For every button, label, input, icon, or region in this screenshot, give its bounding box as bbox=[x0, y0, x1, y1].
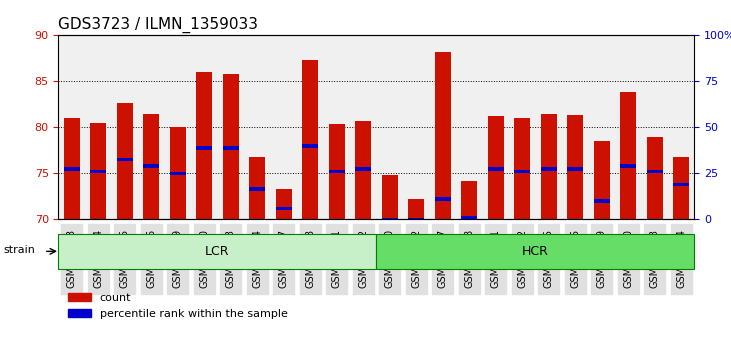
Bar bbox=[461, 216, 477, 219]
Bar bbox=[594, 141, 610, 219]
Bar bbox=[329, 170, 344, 173]
Bar bbox=[541, 114, 557, 219]
Bar bbox=[90, 170, 106, 173]
Text: LCR: LCR bbox=[205, 245, 230, 258]
Bar bbox=[594, 199, 610, 203]
Bar bbox=[408, 199, 424, 219]
Bar bbox=[117, 158, 132, 161]
Bar bbox=[567, 167, 583, 171]
FancyBboxPatch shape bbox=[376, 234, 694, 269]
Bar bbox=[143, 114, 159, 219]
Bar bbox=[382, 218, 398, 221]
Bar bbox=[514, 118, 530, 219]
Bar bbox=[223, 146, 238, 149]
Bar bbox=[90, 123, 106, 219]
Bar bbox=[541, 167, 557, 171]
Bar bbox=[170, 172, 186, 175]
Bar bbox=[64, 118, 80, 219]
Bar bbox=[620, 92, 636, 219]
Bar bbox=[673, 157, 689, 219]
Bar bbox=[223, 74, 238, 219]
Bar bbox=[117, 103, 132, 219]
Bar bbox=[435, 52, 450, 219]
Bar bbox=[276, 189, 292, 219]
Bar bbox=[170, 127, 186, 219]
Bar bbox=[620, 164, 636, 168]
Bar bbox=[514, 170, 530, 173]
Bar bbox=[302, 144, 318, 148]
Legend: count, percentile rank within the sample: count, percentile rank within the sample bbox=[64, 289, 292, 323]
Text: HCR: HCR bbox=[522, 245, 549, 258]
Bar bbox=[302, 60, 318, 219]
Bar bbox=[64, 167, 80, 171]
Text: strain: strain bbox=[4, 245, 36, 255]
Bar bbox=[143, 164, 159, 168]
Text: GDS3723 / ILMN_1359033: GDS3723 / ILMN_1359033 bbox=[58, 16, 259, 33]
FancyBboxPatch shape bbox=[58, 234, 376, 269]
Bar bbox=[382, 175, 398, 219]
Bar bbox=[461, 181, 477, 219]
Bar bbox=[355, 167, 371, 171]
Bar bbox=[408, 218, 424, 221]
Bar bbox=[249, 187, 265, 191]
Bar bbox=[488, 167, 504, 171]
Bar bbox=[355, 121, 371, 219]
Bar bbox=[488, 116, 504, 219]
Bar bbox=[567, 115, 583, 219]
Bar bbox=[647, 137, 662, 219]
Bar bbox=[435, 198, 450, 201]
Bar bbox=[196, 72, 212, 219]
Bar bbox=[329, 124, 344, 219]
Bar bbox=[249, 157, 265, 219]
Bar bbox=[673, 183, 689, 186]
Bar bbox=[196, 146, 212, 149]
Bar bbox=[276, 207, 292, 210]
Bar bbox=[647, 170, 662, 173]
